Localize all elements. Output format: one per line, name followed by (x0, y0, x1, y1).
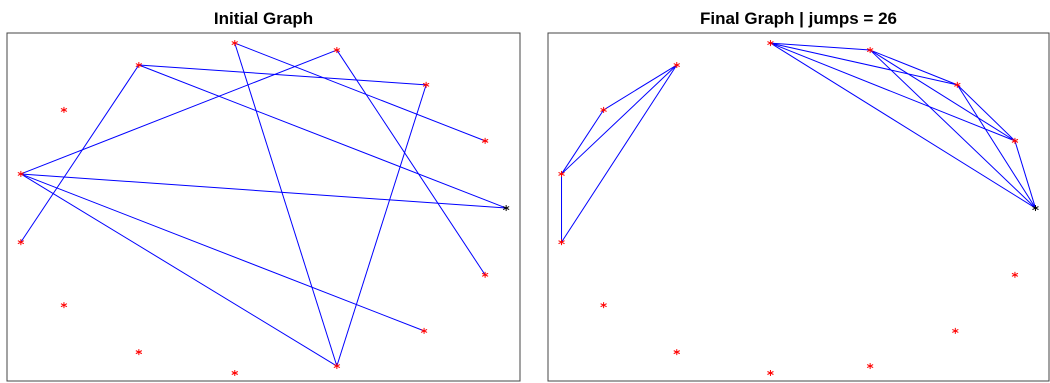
node-marker (502, 205, 510, 212)
node-marker (600, 106, 607, 113)
edge (956, 84, 1016, 142)
marker-stroke (60, 303, 68, 308)
node-marker (420, 327, 428, 334)
node-marker (558, 170, 565, 177)
marker-stroke (135, 350, 143, 355)
edge (770, 42, 1036, 209)
edge (770, 42, 871, 51)
marker-stroke (502, 206, 510, 210)
marker-stroke (558, 171, 565, 176)
edge (138, 64, 507, 209)
edge (336, 49, 486, 276)
panel: Final Graph | jumps = 26 (547, 9, 1050, 382)
panel: Initial Graph (6, 9, 521, 382)
node-marker (954, 81, 961, 88)
node-marker (17, 239, 25, 246)
marker-stroke (333, 48, 341, 52)
marker-stroke (481, 138, 489, 143)
marker-stroke (17, 240, 25, 245)
marker-stroke (952, 328, 959, 333)
node-marker (333, 47, 341, 54)
edge (561, 64, 678, 175)
node-marker (866, 363, 874, 370)
marker-stroke (60, 107, 68, 112)
node-marker (135, 349, 143, 356)
marker-stroke (1011, 138, 1019, 143)
node-marker (231, 369, 238, 376)
marker-stroke (866, 48, 874, 52)
node-marker (600, 302, 607, 309)
node-marker (1011, 271, 1019, 278)
edge (234, 42, 338, 367)
marker-stroke (17, 171, 25, 176)
node-marker (481, 137, 489, 144)
marker-stroke (600, 107, 607, 112)
node-marker (1032, 205, 1039, 212)
node-marker (767, 369, 774, 376)
marker-stroke (866, 364, 874, 368)
marker-stroke (767, 371, 774, 375)
edge (561, 109, 605, 175)
marker-stroke (231, 41, 238, 46)
node-marker (231, 40, 238, 47)
node-marker (767, 40, 774, 47)
edge (869, 49, 1036, 209)
marker-stroke (1032, 206, 1039, 210)
edge (770, 42, 1016, 142)
marker-stroke (767, 41, 774, 46)
node-marker (422, 81, 430, 88)
node-marker (1011, 137, 1019, 144)
edge (869, 49, 958, 86)
plot-frame (6, 32, 521, 382)
edge (561, 64, 678, 243)
edge (336, 84, 427, 367)
marker-stroke (673, 350, 680, 355)
marker-stroke (231, 371, 238, 375)
node-marker (333, 363, 341, 370)
edge (869, 49, 1016, 142)
edge (20, 173, 338, 367)
node-marker (17, 170, 25, 177)
node-marker (952, 327, 959, 334)
chart-title: Initial Graph (214, 9, 313, 28)
marker-stroke (333, 364, 341, 368)
edge (20, 173, 507, 209)
node-marker (135, 62, 143, 69)
marker-stroke (954, 82, 961, 87)
marker-stroke (422, 82, 430, 87)
chart-title: Final Graph | jumps = 26 (700, 9, 897, 28)
node-marker (481, 271, 489, 278)
edge (20, 49, 338, 175)
node-marker (558, 239, 565, 246)
edge (1014, 140, 1036, 209)
marker-stroke (1011, 272, 1019, 277)
plot-frame (547, 32, 1050, 382)
marker-stroke (558, 240, 565, 245)
marker-stroke (481, 272, 489, 277)
node-marker (60, 106, 68, 113)
node-marker (673, 62, 680, 69)
edge (20, 173, 425, 332)
node-marker (673, 349, 680, 356)
edge (956, 84, 1036, 209)
marker-stroke (135, 63, 143, 67)
node-marker (60, 302, 68, 309)
edge (234, 42, 486, 142)
edge (20, 64, 140, 243)
edge (603, 64, 678, 111)
edge (138, 64, 427, 86)
edge (770, 42, 958, 86)
marker-stroke (420, 328, 428, 333)
marker-stroke (673, 63, 680, 67)
marker-stroke (600, 303, 607, 308)
node-marker (866, 47, 874, 54)
